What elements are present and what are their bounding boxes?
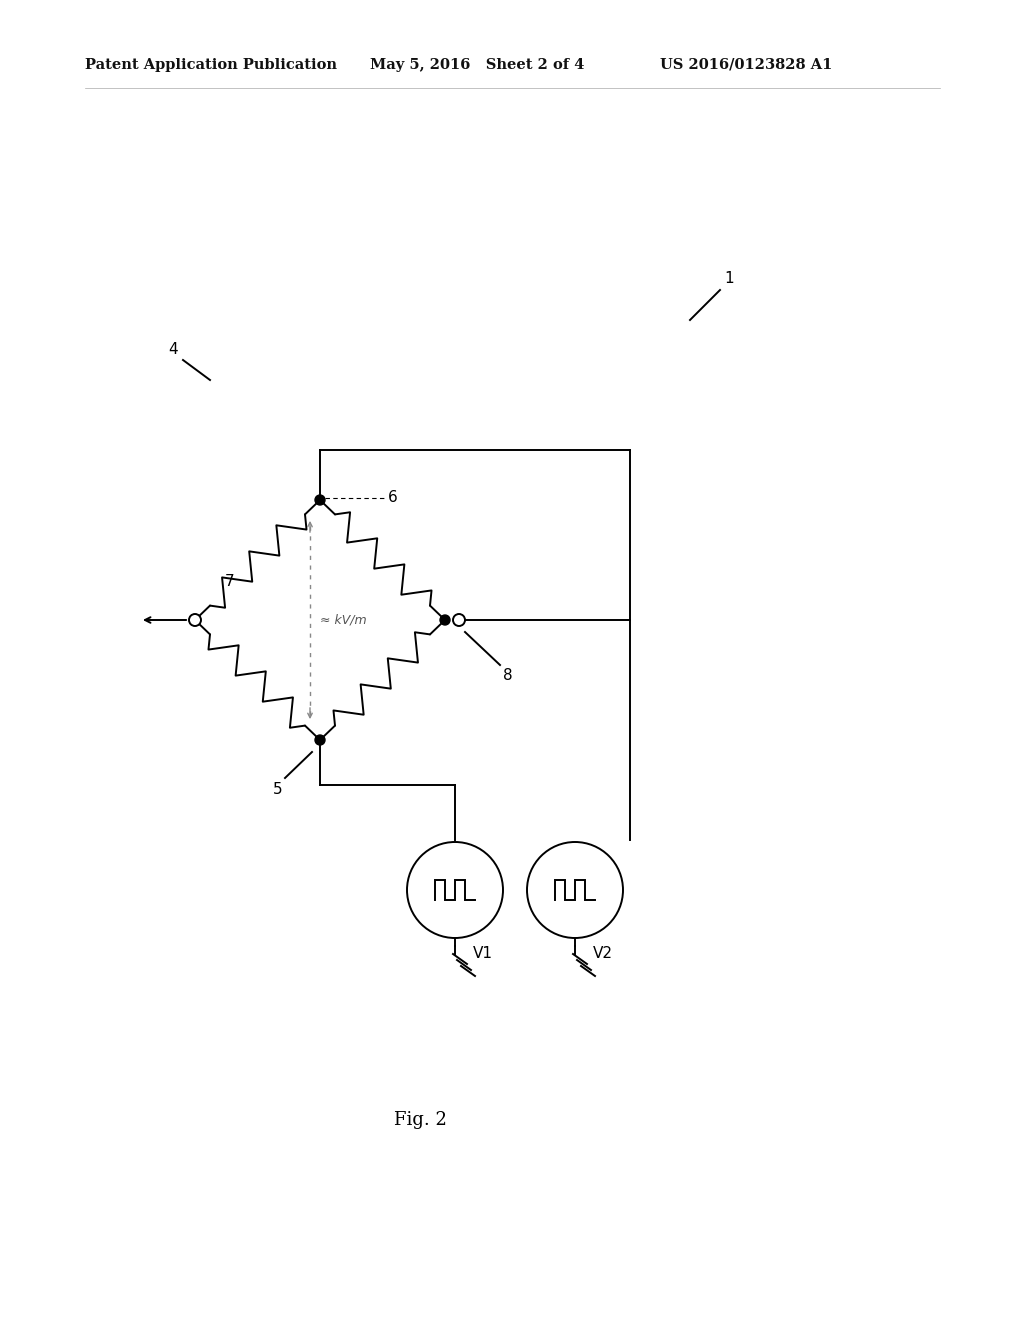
Circle shape (527, 842, 623, 939)
Circle shape (407, 842, 503, 939)
Text: Fig. 2: Fig. 2 (393, 1111, 446, 1129)
Circle shape (189, 614, 201, 626)
Text: V2: V2 (593, 945, 613, 961)
Text: 1: 1 (724, 271, 733, 286)
Circle shape (315, 735, 325, 744)
Text: 7: 7 (225, 574, 234, 590)
Text: US 2016/0123828 A1: US 2016/0123828 A1 (660, 58, 833, 73)
Text: 5: 5 (272, 781, 282, 797)
Text: ≈ kV/m: ≈ kV/m (319, 614, 367, 627)
Circle shape (315, 495, 325, 506)
Text: Patent Application Publication: Patent Application Publication (85, 58, 337, 73)
Circle shape (453, 614, 465, 626)
Circle shape (440, 615, 450, 624)
Text: 6: 6 (388, 491, 397, 506)
Text: 8: 8 (503, 668, 513, 682)
Text: 4: 4 (168, 342, 178, 356)
Text: May 5, 2016   Sheet 2 of 4: May 5, 2016 Sheet 2 of 4 (370, 58, 585, 73)
Text: V1: V1 (473, 945, 493, 961)
